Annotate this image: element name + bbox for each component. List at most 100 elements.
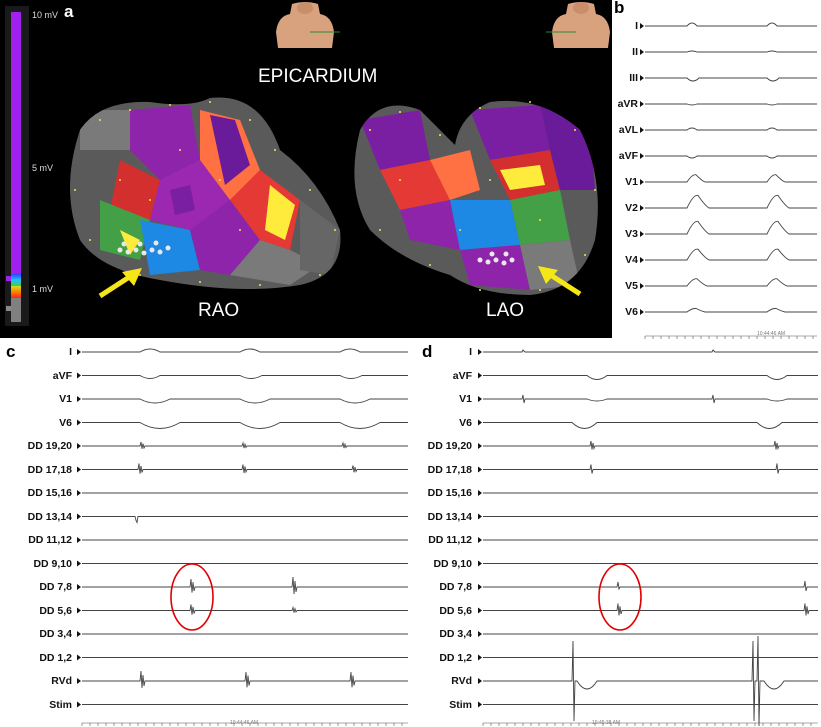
lead-label-avr: aVR [617, 98, 638, 110]
channel-marker-icon[interactable] [77, 631, 81, 637]
channel-marker-icon[interactable] [640, 75, 644, 81]
colorbar-lower-marker[interactable] [6, 306, 11, 311]
channel-marker-icon[interactable] [640, 283, 644, 289]
trace-v4 [645, 248, 817, 261]
trace-v5 [645, 278, 817, 287]
channel-marker-icon[interactable] [77, 701, 81, 708]
torso-lao-icon [546, 2, 610, 48]
channel-marker-icon[interactable] [640, 153, 644, 159]
trace-i [645, 22, 817, 27]
channel-marker-icon[interactable] [640, 309, 644, 315]
trace-v6 [483, 422, 818, 429]
channel-marker-icon[interactable] [640, 257, 644, 263]
trace-dd-17-18 [483, 463, 818, 474]
channel-marker-icon[interactable] [77, 419, 81, 426]
channel-marker-icon[interactable] [77, 537, 81, 543]
lead-label-dd-7-8: DD 7,8 [39, 581, 72, 593]
channel-marker-icon[interactable] [77, 513, 81, 520]
lead-label-dd-19-20: DD 19,20 [427, 440, 472, 452]
lead-label-ii: II [632, 46, 638, 58]
lead-label-v6: V6 [459, 416, 472, 429]
lead-label-stim: Stim [449, 698, 472, 711]
lead-label-avf: aVF [452, 369, 472, 382]
lead-label-dd-5-6: DD 5,6 [39, 604, 72, 617]
channel-marker-icon[interactable] [478, 349, 482, 355]
trace-avf [82, 375, 408, 379]
channel-marker-icon[interactable] [77, 654, 81, 661]
channel-marker-icon[interactable] [478, 419, 482, 426]
channel-marker-icon[interactable] [478, 654, 482, 661]
lead-label-dd-9-10: DD 9,10 [433, 557, 472, 570]
heart-map-rao [70, 97, 341, 289]
channel-marker-icon[interactable] [640, 205, 644, 211]
channel-marker-icon[interactable] [478, 607, 482, 614]
trace-avr [645, 103, 817, 106]
channel-marker-icon[interactable] [77, 678, 81, 684]
channel-marker-icon[interactable] [478, 490, 482, 496]
lead-label-v1: V1 [459, 393, 472, 405]
lead-label-v1: V1 [625, 176, 638, 188]
channel-marker-icon[interactable] [478, 513, 482, 520]
channel-marker-icon[interactable] [478, 537, 482, 543]
lead-label-dd-5-6: DD 5,6 [439, 604, 472, 617]
channel-marker-icon[interactable] [478, 372, 482, 379]
lead-label-avf: aVF [52, 369, 72, 382]
channel-marker-icon[interactable] [478, 701, 482, 708]
lead-label-avl: aVL [618, 124, 638, 136]
trace-iii [645, 77, 817, 82]
channel-marker-icon[interactable] [77, 349, 81, 355]
trace-ii [645, 50, 817, 53]
channel-marker-icon[interactable] [77, 560, 81, 567]
lead-label-dd-17-18: DD 17,18 [27, 463, 72, 476]
channel-marker-icon[interactable] [640, 49, 644, 55]
colorbar-upper-marker[interactable] [6, 276, 11, 281]
arrow-lao-icon [538, 266, 582, 297]
lead-label-i: I [69, 346, 72, 358]
colorbar-blue-green-segment [11, 274, 21, 286]
lead-label-rvd: RVd [451, 675, 472, 687]
channel-marker-icon[interactable] [77, 584, 81, 590]
channel-marker-icon[interactable] [77, 372, 81, 379]
trace-avf [645, 155, 817, 159]
channel-marker-icon[interactable] [478, 631, 482, 637]
channel-marker-icon[interactable] [77, 607, 81, 614]
timestamp-c: 10:44:46 AM [230, 720, 259, 726]
channel-marker-icon[interactable] [77, 466, 81, 473]
lead-label-v5: V5 [625, 280, 638, 292]
lead-label-v1: V1 [59, 393, 72, 405]
trace-v6 [82, 422, 408, 429]
channel-marker-icon[interactable] [640, 127, 644, 133]
channel-marker-icon[interactable] [478, 396, 482, 402]
lead-label-dd-17-18: DD 17,18 [427, 463, 472, 476]
lead-label-dd-3-4: DD 3,4 [39, 628, 72, 640]
channel-marker-icon[interactable] [478, 584, 482, 590]
lead-label-v2: V2 [625, 202, 638, 214]
map-title: EPICARDIUM [258, 66, 378, 87]
view-label-lao: LAO [486, 300, 525, 321]
lead-label-v6: V6 [59, 416, 72, 429]
colorbar-top-label: 10 mV [32, 10, 59, 20]
panel-letter-b: b [614, 0, 625, 17]
channel-marker-icon[interactable] [478, 678, 482, 684]
colorbar-purple-segment [11, 12, 21, 274]
channel-marker-icon[interactable] [478, 560, 482, 567]
lead-label-dd-15-16: DD 15,16 [27, 487, 72, 499]
channel-marker-icon[interactable] [640, 23, 644, 29]
lead-label-v6: V6 [625, 306, 638, 318]
trace-rvd [82, 670, 408, 689]
channel-marker-icon[interactable] [77, 443, 81, 449]
channel-marker-icon[interactable] [478, 443, 482, 449]
lead-label-rvd: RVd [51, 675, 72, 687]
channel-marker-icon[interactable] [478, 466, 482, 473]
channel-marker-icon[interactable] [77, 396, 81, 402]
channel-marker-icon[interactable] [640, 179, 644, 185]
channel-marker-icon[interactable] [640, 231, 644, 237]
channel-marker-icon[interactable] [640, 101, 644, 107]
trace-avf [483, 375, 818, 380]
lead-label-dd-19-20: DD 19,20 [27, 440, 72, 452]
channel-marker-icon[interactable] [77, 490, 81, 496]
lead-label-dd-7-8: DD 7,8 [439, 581, 472, 593]
lead-label-dd-13-14: DD 13,14 [427, 510, 472, 523]
lead-label-i: I [469, 346, 472, 358]
panel-letter-a: a [64, 2, 74, 21]
